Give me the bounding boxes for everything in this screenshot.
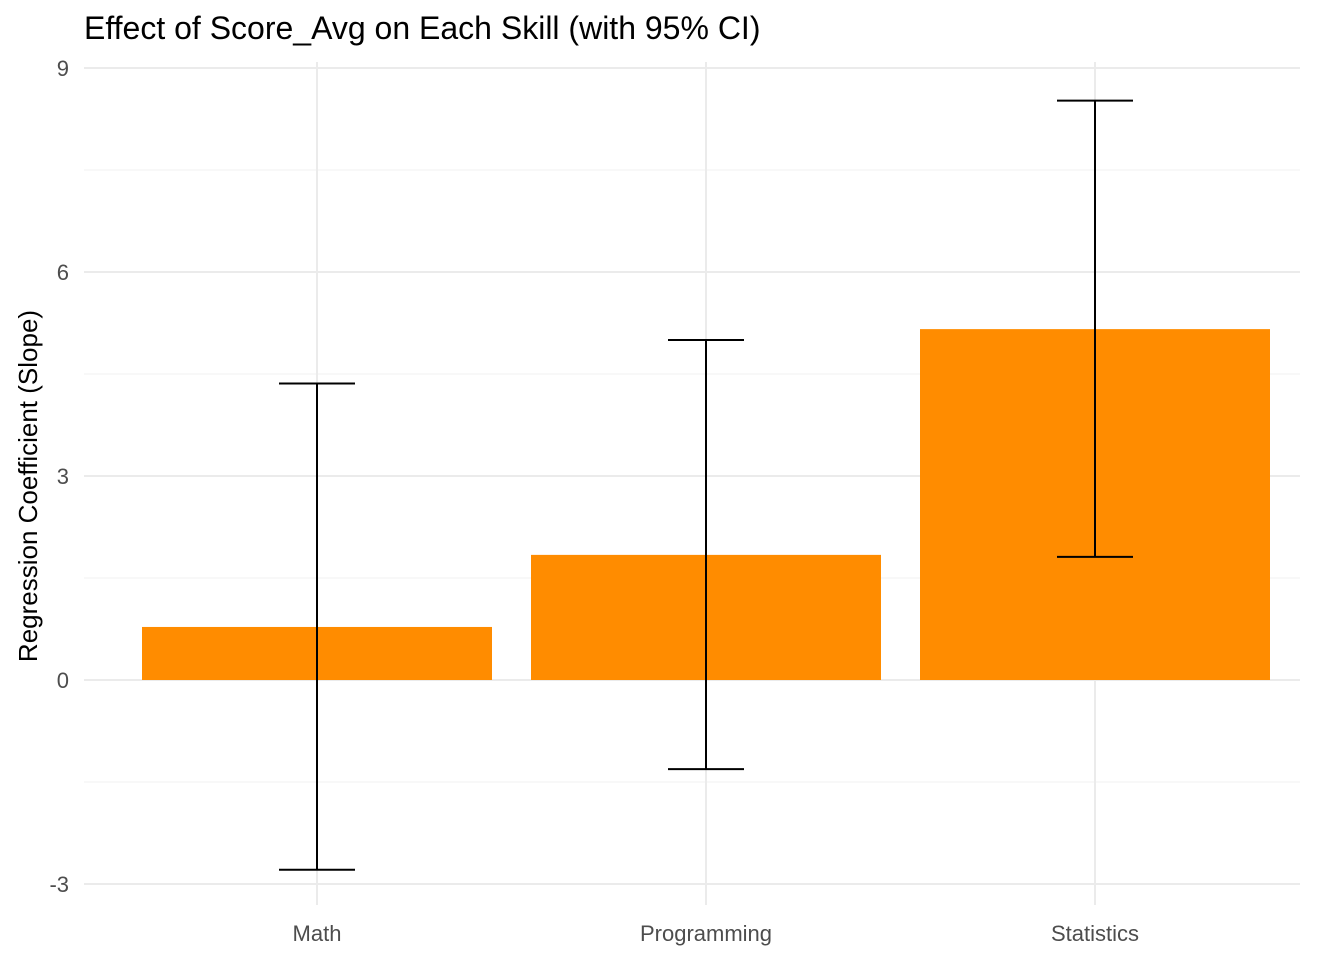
y-tick-label: 0 — [57, 668, 69, 693]
y-tick-label: -3 — [49, 872, 69, 897]
y-tick-label: 9 — [57, 56, 69, 81]
errorbar-layer — [279, 99, 1133, 871]
y-tick-label: 6 — [57, 260, 69, 285]
x-tick-label: Math — [293, 921, 342, 946]
bar-layer — [142, 329, 1270, 680]
chart-title: Effect of Score_Avg on Each Skill (with … — [84, 10, 761, 46]
tick-label-layer: -3 0 3 6 9 Math Programming Statistics — [49, 56, 1139, 946]
x-tick-label: Programming — [640, 921, 772, 946]
y-axis-title: Regression Coefficient (Slope) — [13, 310, 43, 662]
x-tick-label: Statistics — [1051, 921, 1139, 946]
y-tick-label: 3 — [57, 464, 69, 489]
